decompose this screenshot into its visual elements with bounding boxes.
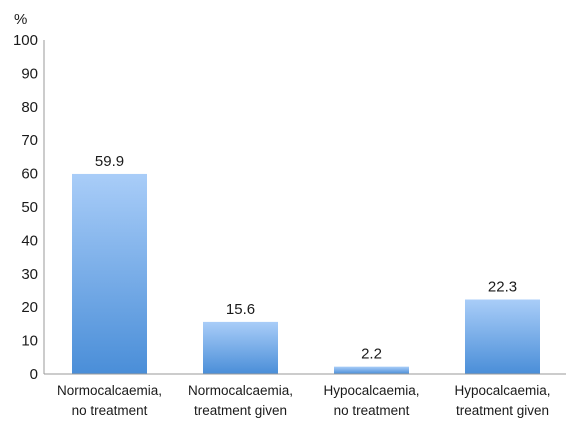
x-category-label: Normocalcaemia, treatment given (188, 383, 293, 418)
x-category-label: Hypocalcaemia, no treatment (323, 383, 419, 418)
y-tick-label: 10 (21, 333, 38, 350)
bar-value-label: 15.6 (226, 301, 255, 318)
bar-value-label: 59.9 (95, 153, 124, 170)
bar-value-label: 2.2 (361, 346, 382, 363)
y-tick-label: 80 (21, 99, 38, 116)
x-category-label: Normocalcaemia, no treatment (57, 383, 162, 418)
x-axis-categories: Normocalcaemia, no treatment Normocalcaemi… (57, 383, 551, 418)
bar-value-label: 22.3 (488, 279, 517, 296)
y-tick-label: 30 (21, 266, 38, 283)
bar (72, 173, 147, 374)
y-tick-label: 70 (21, 132, 38, 149)
bar (334, 366, 409, 374)
x-category-label: Hypocalcaemia, treatment given (454, 383, 550, 418)
y-tick-label: 60 (21, 166, 38, 183)
y-tick-label: 50 (21, 199, 38, 216)
y-tick-label: 20 (21, 299, 38, 316)
bar (465, 299, 540, 374)
y-tick-label: 0 (30, 366, 38, 383)
y-axis-ticks: 0 10 20 30 40 50 60 70 80 90 100 (13, 32, 38, 383)
data-labels: 59.9 15.6 2.2 22.3 (95, 153, 517, 363)
y-tick-label: 100 (13, 32, 38, 49)
y-tick-label: 90 (21, 65, 38, 82)
bar (203, 321, 278, 374)
y-axis-unit-label: % (14, 11, 27, 28)
bars (72, 173, 540, 374)
y-tick-label: 40 (21, 232, 38, 249)
